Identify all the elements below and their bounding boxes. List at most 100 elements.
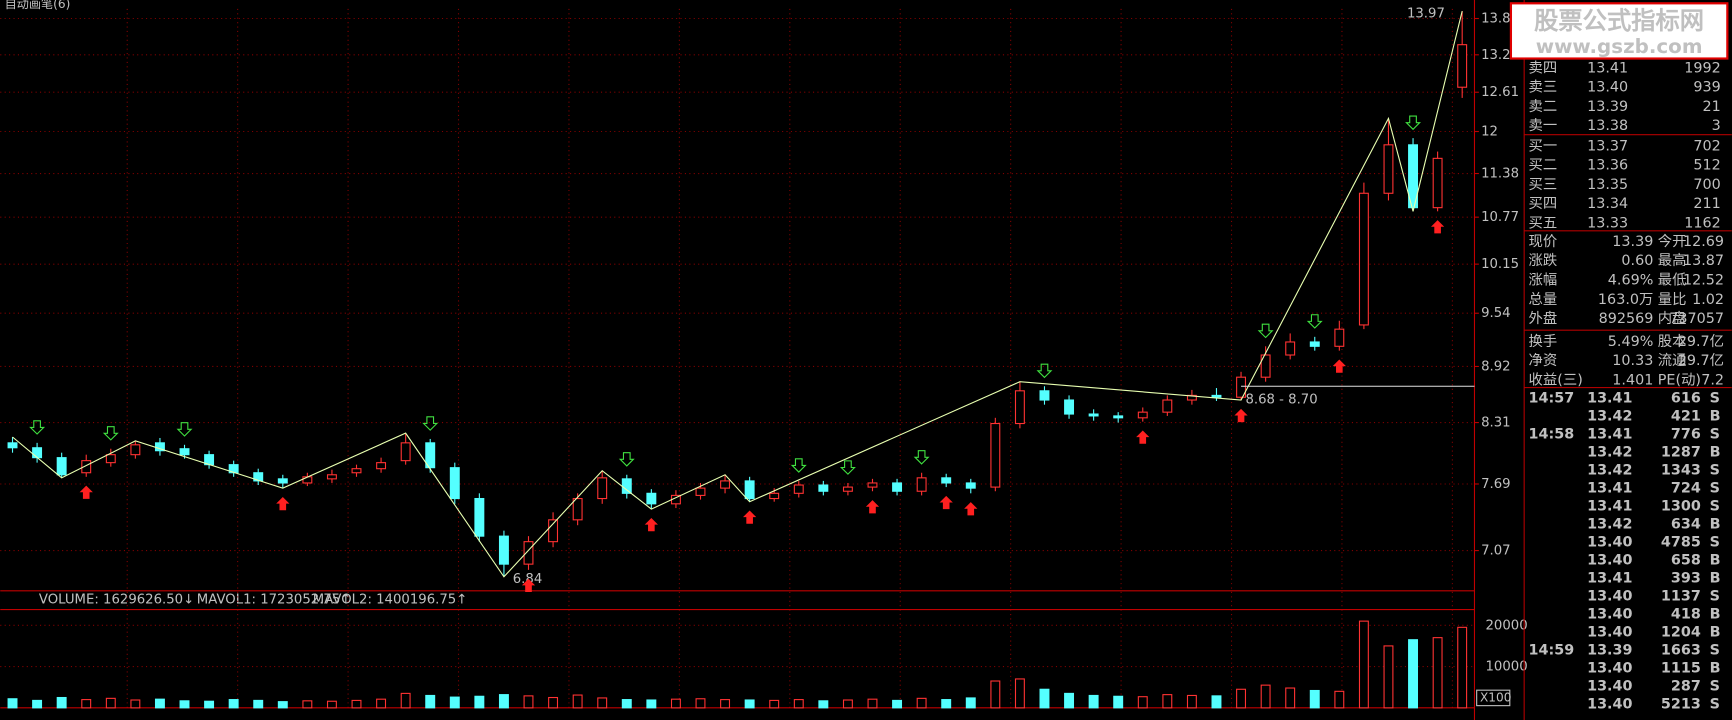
book-volume: 3 <box>1712 118 1721 134</box>
buy-arrow <box>964 502 978 516</box>
trade-price: 13.42 <box>1587 409 1632 425</box>
volume-bar <box>204 700 215 709</box>
candle-body <box>572 497 583 521</box>
volume-bar <box>376 698 387 709</box>
watermark-box <box>1509 2 1729 60</box>
trade-price: 13.40 <box>1587 661 1632 677</box>
volume-bar <box>1162 694 1173 709</box>
candle-body <box>1260 354 1271 378</box>
volume-bar <box>572 694 583 709</box>
trade-price: 13.40 <box>1587 535 1632 551</box>
trade-side: S <box>1710 535 1720 551</box>
trade-price: 13.42 <box>1587 463 1632 479</box>
candle-body <box>793 484 804 494</box>
trade-side: B <box>1710 607 1721 623</box>
book-label: 买三 <box>1529 176 1558 193</box>
volume-bar <box>277 701 288 709</box>
trade-volume: 418 <box>1671 607 1701 623</box>
candle-body <box>277 478 288 484</box>
candle-body <box>1113 415 1124 419</box>
volume-bar <box>720 699 731 709</box>
volume-bar <box>1285 687 1296 709</box>
sell-arrow <box>29 420 46 435</box>
volume-bar <box>1432 637 1443 709</box>
volume-bar <box>1014 678 1025 709</box>
book-volume: 21 <box>1702 99 1720 115</box>
sell-arrow <box>790 458 807 473</box>
price-annotation: 13.97 <box>1407 6 1445 21</box>
candle-body <box>1457 44 1468 88</box>
y-tick-label: 12 <box>1481 125 1498 140</box>
volume-bar <box>793 699 804 709</box>
trade-volume: 658 <box>1671 553 1701 569</box>
candle-body <box>695 487 706 496</box>
candle-body <box>1236 376 1247 398</box>
candle-body <box>351 468 362 474</box>
buy-arrow <box>276 496 290 511</box>
volume-bar <box>498 694 509 709</box>
volume-bar <box>1137 696 1148 709</box>
volume-bar <box>253 699 264 709</box>
trade-time: 14:57 <box>1529 391 1575 407</box>
volume-bar <box>1039 688 1050 709</box>
candle-body <box>597 477 608 500</box>
volume-bar <box>105 697 116 709</box>
candle-body <box>376 462 387 470</box>
candle-body <box>1383 144 1394 194</box>
volume-bar <box>400 692 411 709</box>
candle-body <box>892 482 903 492</box>
trade-side: S <box>1710 697 1720 713</box>
stat-value: 1.401 <box>1612 372 1653 388</box>
stat-label: 换手 <box>1529 333 1558 350</box>
stat-value: 29.7亿 <box>1678 333 1724 350</box>
candle-body <box>990 422 1001 488</box>
volume-bar <box>1358 620 1369 709</box>
book-price: 13.40 <box>1587 80 1628 96</box>
candle-body <box>1358 192 1369 326</box>
volume-bar <box>769 699 780 709</box>
volume-bar <box>130 699 141 709</box>
stat-label: 现价 <box>1529 234 1558 250</box>
volume-bar <box>425 694 436 709</box>
sell-arrow <box>102 426 119 441</box>
trade-price: 13.41 <box>1587 481 1632 497</box>
stat-value: 4.69% <box>1608 272 1654 288</box>
stat-value: 7.2 <box>1701 372 1724 388</box>
book-price: 13.39 <box>1587 99 1628 115</box>
candle-body <box>302 476 313 484</box>
stat-label: 总量 <box>1529 291 1558 308</box>
book-volume: 939 <box>1693 80 1720 96</box>
volume-legend: VOLUME: 1629626.50↓ <box>39 593 194 608</box>
stat-label: 涨跌 <box>1529 252 1558 269</box>
candle-body <box>867 482 878 488</box>
trade-price: 13.40 <box>1587 679 1632 695</box>
volume-bar <box>916 697 927 709</box>
volume-bar <box>1408 639 1419 709</box>
stat-label: 今开 <box>1658 233 1687 250</box>
volume-bar <box>326 700 337 709</box>
candle-body <box>179 448 190 456</box>
trade-price: 13.42 <box>1587 517 1632 533</box>
book-label: 买一 <box>1529 137 1558 154</box>
stat-value: 5.49% <box>1608 334 1654 350</box>
trade-price: 13.39 <box>1587 643 1632 659</box>
volume-bar <box>990 680 1001 709</box>
volume-bar <box>1088 694 1099 709</box>
volume-bar <box>1064 692 1075 709</box>
sell-arrow <box>913 450 930 465</box>
candle-body <box>449 467 460 500</box>
volume-bar <box>621 699 632 709</box>
trade-side: S <box>1710 499 1720 515</box>
candle-body <box>965 482 976 489</box>
candle-body <box>548 519 559 543</box>
y-tick-label: 12.61 <box>1481 85 1519 100</box>
y-tick-label: 10.15 <box>1481 257 1519 272</box>
buy-arrow <box>1332 359 1346 373</box>
volume-bar <box>1113 695 1124 709</box>
volume-bar <box>965 697 976 709</box>
candle-body <box>32 447 43 459</box>
book-price: 13.41 <box>1587 60 1628 76</box>
book-price: 13.33 <box>1587 215 1628 231</box>
stat-label: PE(动) <box>1658 371 1701 388</box>
trade-side: B <box>1710 625 1721 641</box>
